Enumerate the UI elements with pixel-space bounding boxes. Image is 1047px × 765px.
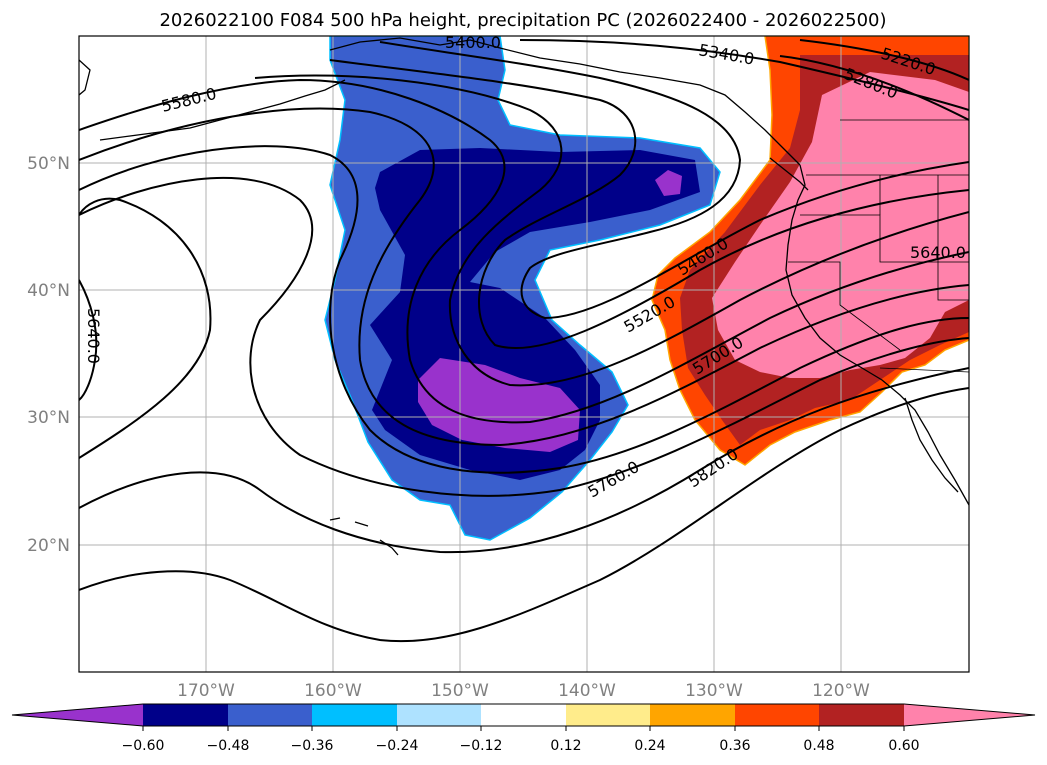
- alaska-coastline: [329, 37, 801, 166]
- contour-5580: [79, 78, 969, 424]
- lon-label-170w: 170°W: [177, 681, 235, 701]
- colorbar-tick-label: −0.60: [122, 738, 165, 754]
- contour-5700: [79, 176, 969, 497]
- colorbar-tick-label: 0.24: [634, 738, 665, 754]
- lon-label-140w: 140°W: [558, 681, 616, 701]
- colorbar-tick-label: −0.24: [376, 738, 419, 754]
- colorbar-tick-label: 0.36: [719, 738, 750, 754]
- contour-5220: [799, 39, 969, 81]
- colorbar-segment: [397, 704, 481, 726]
- western-hemisphere-edge: [79, 59, 91, 96]
- contour-5280: [779, 55, 969, 121]
- colorbar-segment: [481, 704, 566, 726]
- colorbar-tick-label: 0.12: [550, 738, 581, 754]
- anomaly-fill-purple-south: [418, 358, 580, 452]
- contour-5400: [379, 41, 969, 320]
- contour-5760: [79, 197, 969, 554]
- contour-5460: [329, 59, 969, 350]
- contour-5640-west: [79, 107, 969, 447]
- colorbar-segment: [650, 704, 735, 726]
- colorbar-segment: [228, 704, 312, 726]
- colorbar-tick-label: 0.60: [888, 738, 919, 754]
- colorbar-tick-label: −0.48: [207, 738, 250, 754]
- map-panel: 5400.0 5340.0 5220.0 5280.0 5580.0 5460.…: [27, 33, 970, 701]
- lon-label-160w: 160°W: [304, 681, 362, 701]
- lat-label-50n: 50°N: [27, 154, 70, 174]
- lon-label-130w: 130°W: [685, 681, 743, 701]
- contour-label-5400: 5400.0: [445, 33, 501, 52]
- colorbar-segment: [566, 704, 650, 726]
- lat-label-20n: 20°N: [27, 536, 70, 556]
- contour-label-5640-west: 5640.0: [84, 308, 103, 364]
- baja-california: [904, 397, 959, 493]
- colorbar-extend-right: [904, 704, 1035, 726]
- lon-label-120w: 120°W: [812, 681, 870, 701]
- longitude-labels: 170°W 160°W 150°W 140°W 130°W 120°W: [177, 681, 870, 701]
- contour-5640-far-west: [79, 279, 98, 401]
- colorbar-segment: [735, 704, 819, 726]
- lon-label-150w: 150°W: [431, 681, 489, 701]
- colorbar-tick-label: 0.48: [803, 738, 834, 754]
- height-contours: [79, 39, 969, 643]
- lat-label-30n: 30°N: [27, 408, 70, 428]
- latitude-labels: 50°N 40°N 30°N 20°N: [27, 154, 70, 556]
- colorbar-ticks: [142, 726, 905, 731]
- colorbar-tick-label: −0.12: [460, 738, 503, 754]
- contour-label-5640-east: 5640.0: [910, 243, 966, 262]
- vancouver-island: [769, 157, 809, 191]
- contour-5640-loop: [79, 145, 969, 474]
- contour-5520: [254, 74, 969, 387]
- colorbar-segment: [143, 704, 228, 726]
- map-frame: [78, 35, 970, 673]
- figure-title: 2026022100 F084 500 hPa height, precipit…: [159, 10, 886, 31]
- colorbar-segment: [312, 704, 397, 726]
- north-america-west-coast: [785, 164, 969, 506]
- colorbar: −0.60 −0.48 −0.36 −0.24 −0.12 0.12 0.24 …: [11, 703, 1036, 754]
- colorbar-tick-labels: −0.60 −0.48 −0.36 −0.24 −0.12 0.12 0.24 …: [122, 738, 920, 754]
- colorbar-segment: [819, 704, 904, 726]
- lat-label-40n: 40°N: [27, 281, 70, 301]
- colorbar-tick-label: −0.36: [291, 738, 334, 754]
- colorbar-extend-left: [12, 704, 143, 726]
- anomaly-fill-purple-north: [655, 170, 682, 196]
- contour-5820: [79, 387, 969, 643]
